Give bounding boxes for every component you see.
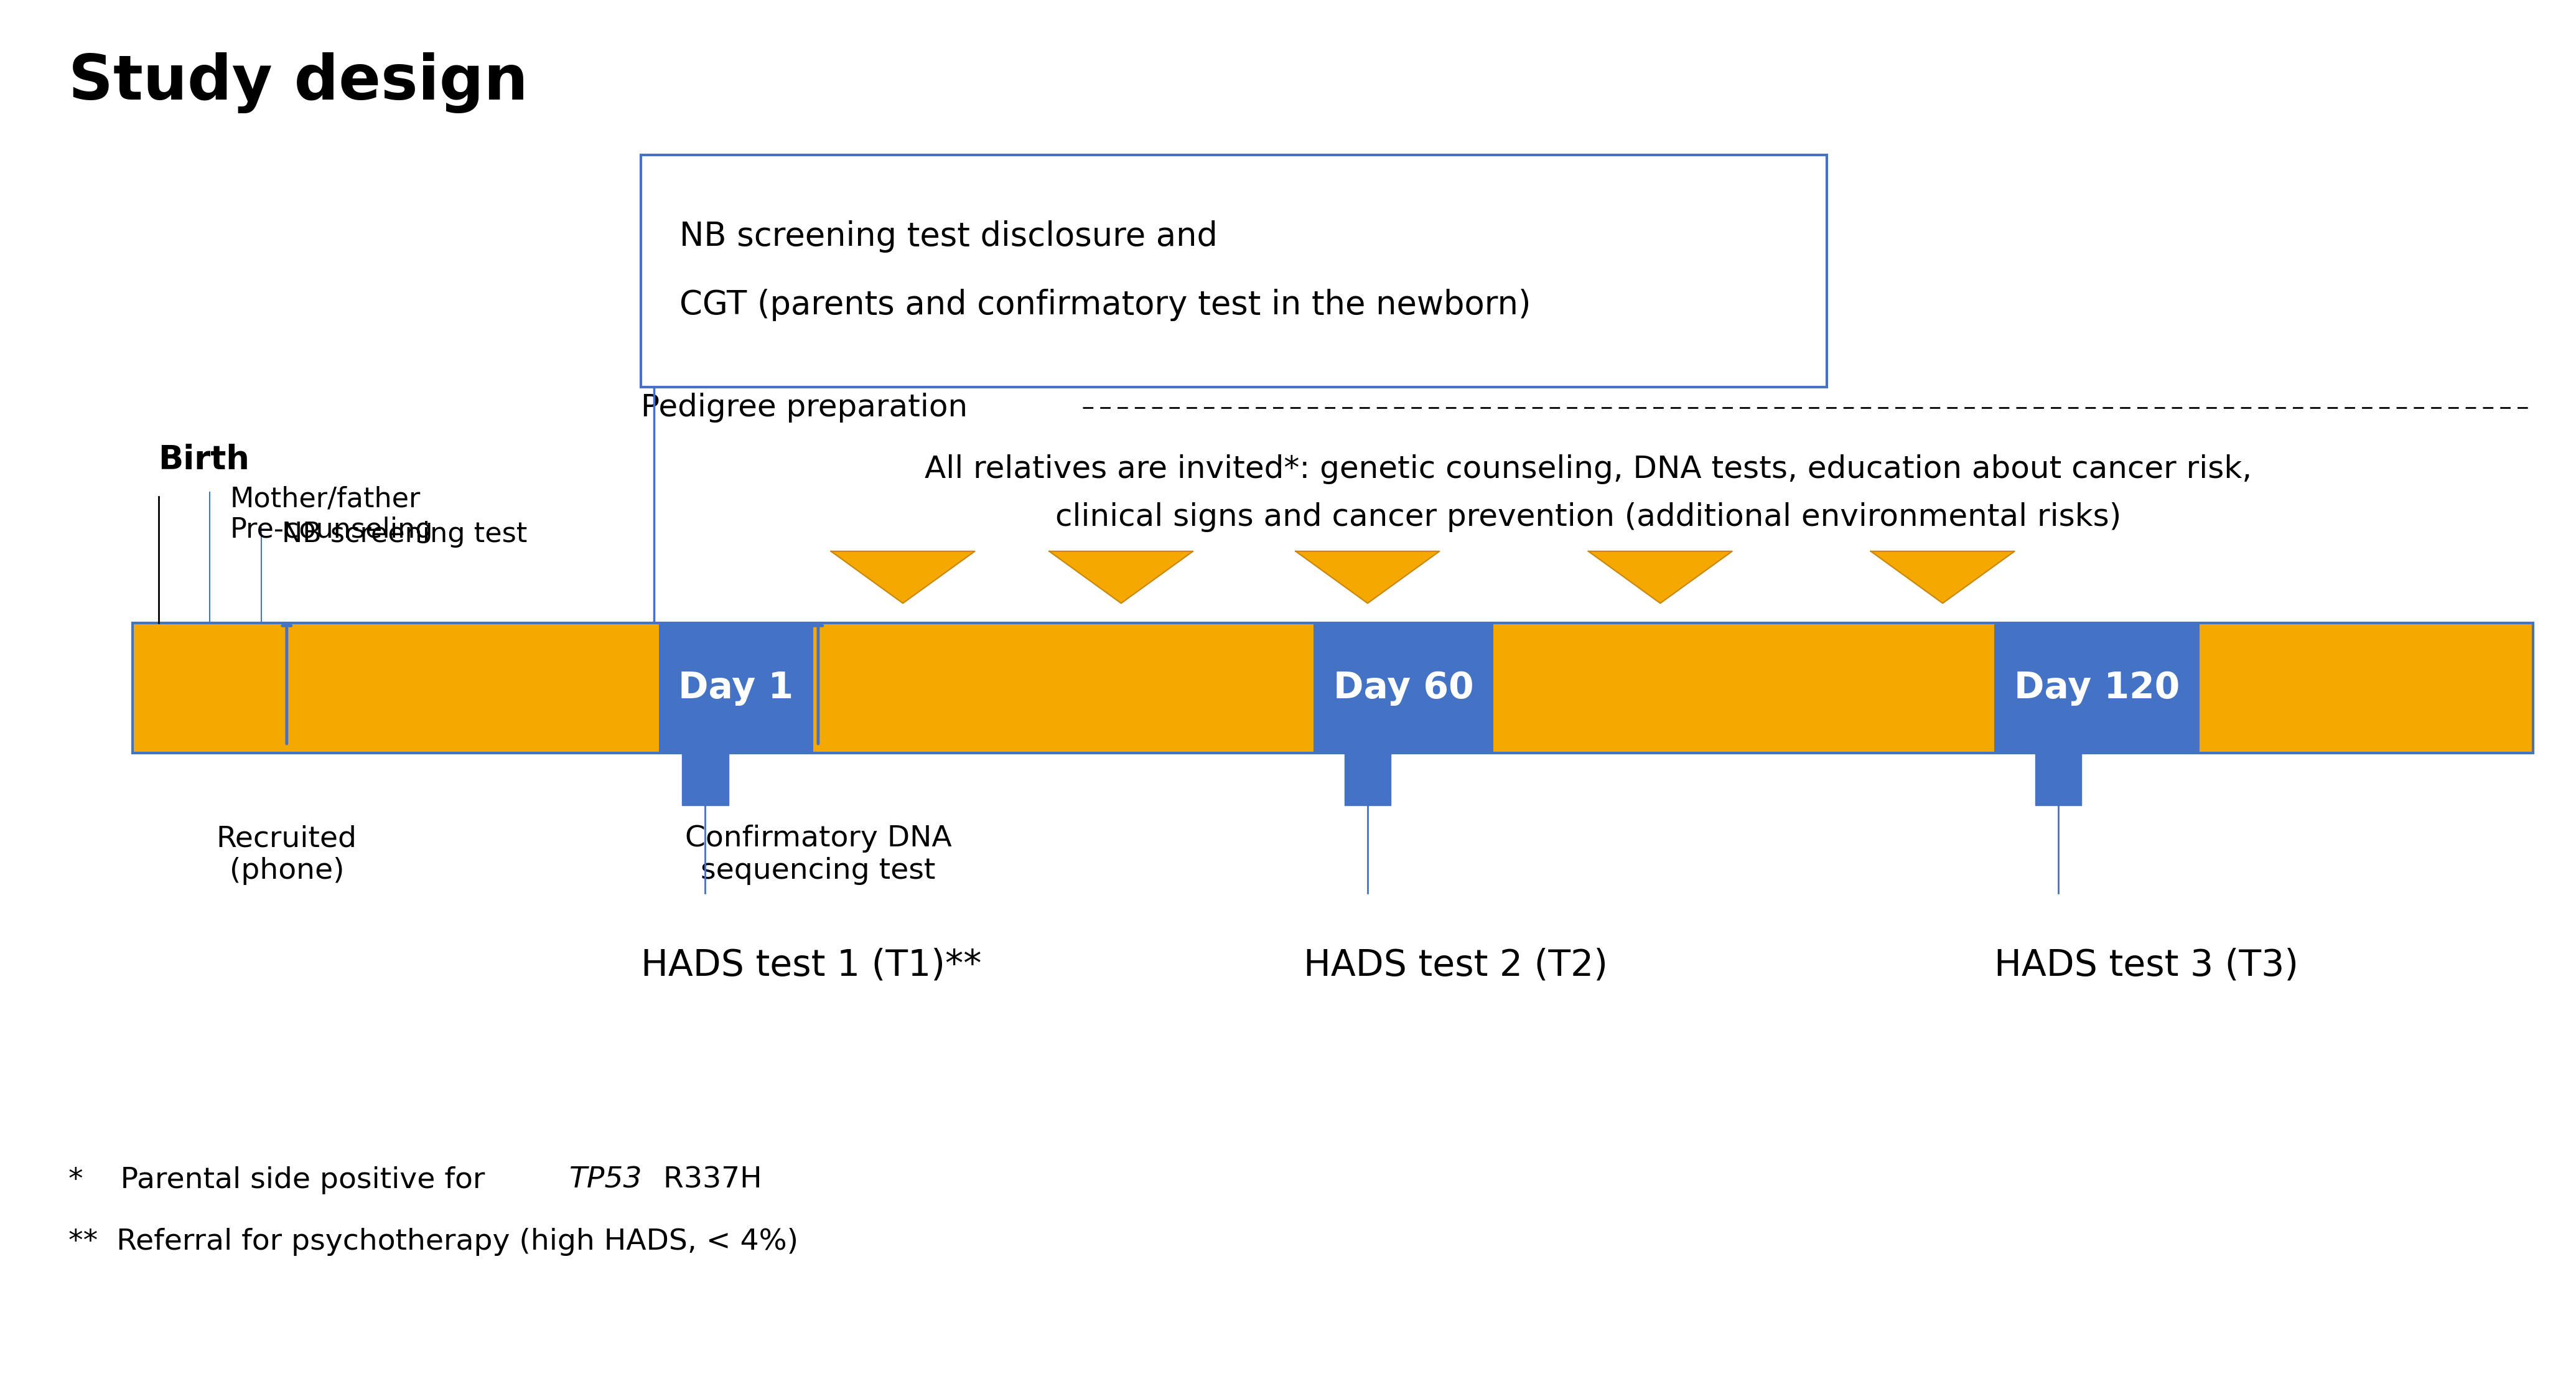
Text: Day 60: Day 60 — [1334, 670, 1473, 706]
Bar — [1345, 754, 1391, 805]
Text: CGT (parents and confirmatory test in the newborn): CGT (parents and confirmatory test in th… — [680, 289, 1530, 322]
Polygon shape — [1870, 552, 2014, 603]
Text: **  Referral for psychotherapy (high HADS, < 4%): ** Referral for psychotherapy (high HADS… — [70, 1227, 799, 1256]
Text: NB screening test: NB screening test — [281, 522, 528, 548]
Text: Mother/father
Pre-counseling: Mother/father Pre-counseling — [229, 486, 433, 544]
Text: HADS test 2 (T2): HADS test 2 (T2) — [1303, 948, 1607, 984]
Text: NB screening test disclosure and: NB screening test disclosure and — [680, 220, 1218, 253]
Bar — [1314, 623, 1494, 753]
Text: TP53: TP53 — [569, 1167, 641, 1194]
Polygon shape — [1048, 552, 1193, 603]
Text: All relatives are invited*: genetic counseling, DNA tests, education about cance: All relatives are invited*: genetic coun… — [925, 454, 2251, 484]
Text: HADS test 1 (T1)**: HADS test 1 (T1)** — [641, 948, 981, 984]
Bar — [683, 754, 729, 805]
Bar — [1994, 623, 2200, 753]
Polygon shape — [1589, 552, 1731, 603]
Bar — [2035, 754, 2081, 805]
Text: *    Parental side positive for: * Parental side positive for — [70, 1167, 495, 1194]
Text: HADS test 3 (T3): HADS test 3 (T3) — [1994, 948, 2298, 984]
Text: clinical signs and cancer prevention (additional environmental risks): clinical signs and cancer prevention (ad… — [1056, 502, 2123, 533]
Text: Pedigree preparation: Pedigree preparation — [641, 392, 969, 422]
Bar — [641, 154, 1826, 387]
Polygon shape — [1296, 552, 1440, 603]
Text: Birth: Birth — [157, 443, 250, 476]
Text: Day 120: Day 120 — [2014, 670, 2179, 706]
Text: Study design: Study design — [70, 52, 528, 113]
Text: Confirmatory DNA
sequencing test: Confirmatory DNA sequencing test — [685, 824, 951, 885]
Text: R337H: R337H — [654, 1167, 762, 1194]
Polygon shape — [832, 552, 974, 603]
Bar — [659, 623, 814, 753]
Text: Recruited
(phone): Recruited (phone) — [216, 824, 358, 885]
Text: Day 1: Day 1 — [677, 670, 793, 706]
Bar — [134, 623, 2532, 753]
